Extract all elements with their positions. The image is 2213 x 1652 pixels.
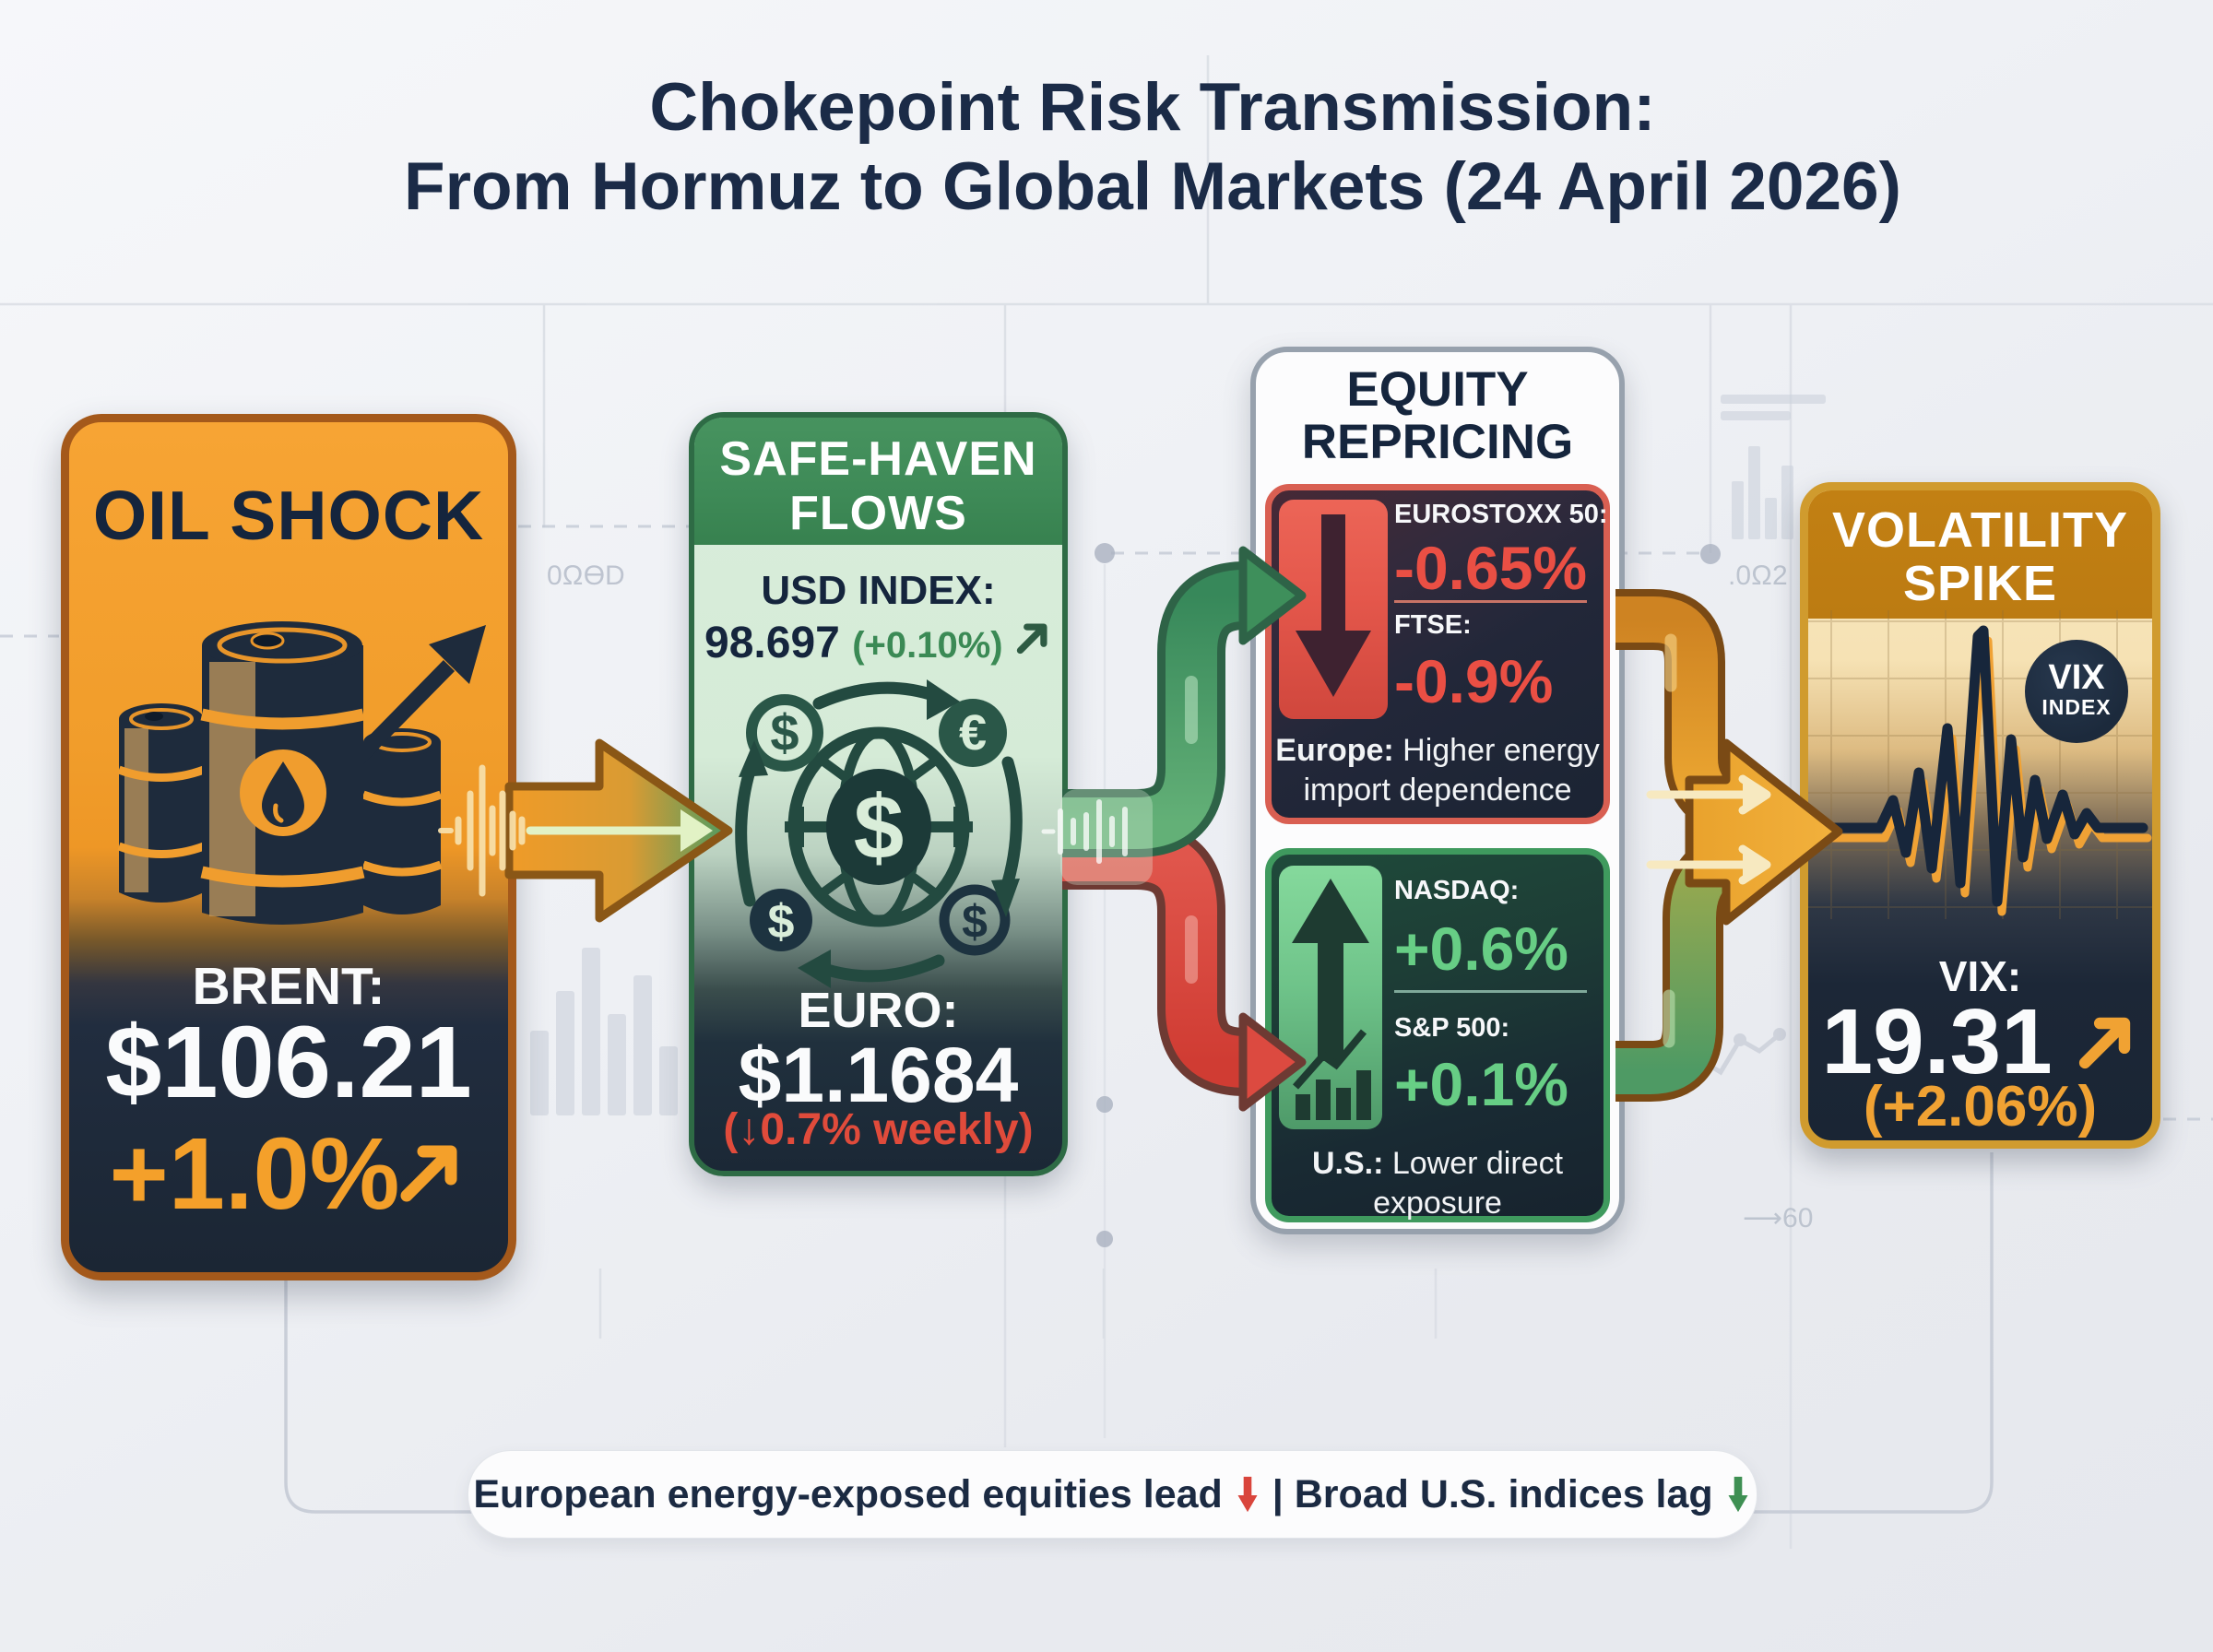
svg-text:$: $: [770, 703, 799, 761]
svg-text:.0Ω2: .0Ω2: [1728, 560, 1788, 591]
svg-text:$: $: [768, 895, 795, 949]
svg-text:€: €: [959, 705, 987, 761]
svg-text:⟶60: ⟶60: [1743, 1203, 1813, 1233]
svg-text:$: $: [854, 776, 905, 878]
svg-text:0ΩƟD: 0ΩƟD: [547, 560, 625, 591]
svg-text:$: $: [962, 896, 988, 948]
